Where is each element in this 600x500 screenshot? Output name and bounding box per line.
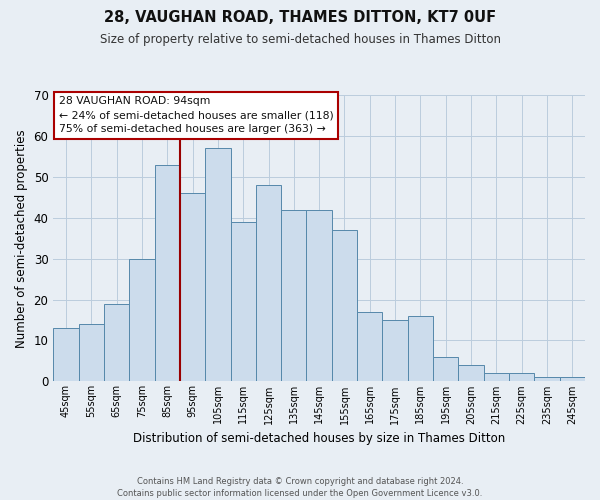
Bar	[155, 164, 180, 382]
Text: Size of property relative to semi-detached houses in Thames Ditton: Size of property relative to semi-detach…	[100, 32, 500, 46]
Bar	[509, 373, 535, 382]
Text: Contains HM Land Registry data © Crown copyright and database right 2024.
Contai: Contains HM Land Registry data © Crown c…	[118, 476, 482, 498]
Bar	[281, 210, 307, 382]
Bar	[205, 148, 230, 382]
Bar	[230, 222, 256, 382]
Bar	[433, 357, 458, 382]
Bar	[307, 210, 332, 382]
Bar	[458, 365, 484, 382]
X-axis label: Distribution of semi-detached houses by size in Thames Ditton: Distribution of semi-detached houses by …	[133, 432, 505, 445]
Bar	[357, 312, 382, 382]
Bar	[180, 193, 205, 382]
Text: 28, VAUGHAN ROAD, THAMES DITTON, KT7 0UF: 28, VAUGHAN ROAD, THAMES DITTON, KT7 0UF	[104, 10, 496, 25]
Bar	[79, 324, 104, 382]
Bar	[382, 320, 408, 382]
Bar	[535, 378, 560, 382]
Bar	[484, 373, 509, 382]
Text: 28 VAUGHAN ROAD: 94sqm
← 24% of semi-detached houses are smaller (118)
75% of se: 28 VAUGHAN ROAD: 94sqm ← 24% of semi-det…	[59, 96, 334, 134]
Bar	[104, 304, 129, 382]
Bar	[560, 378, 585, 382]
Bar	[332, 230, 357, 382]
Y-axis label: Number of semi-detached properties: Number of semi-detached properties	[15, 129, 28, 348]
Bar	[53, 328, 79, 382]
Bar	[129, 258, 155, 382]
Bar	[256, 185, 281, 382]
Bar	[408, 316, 433, 382]
